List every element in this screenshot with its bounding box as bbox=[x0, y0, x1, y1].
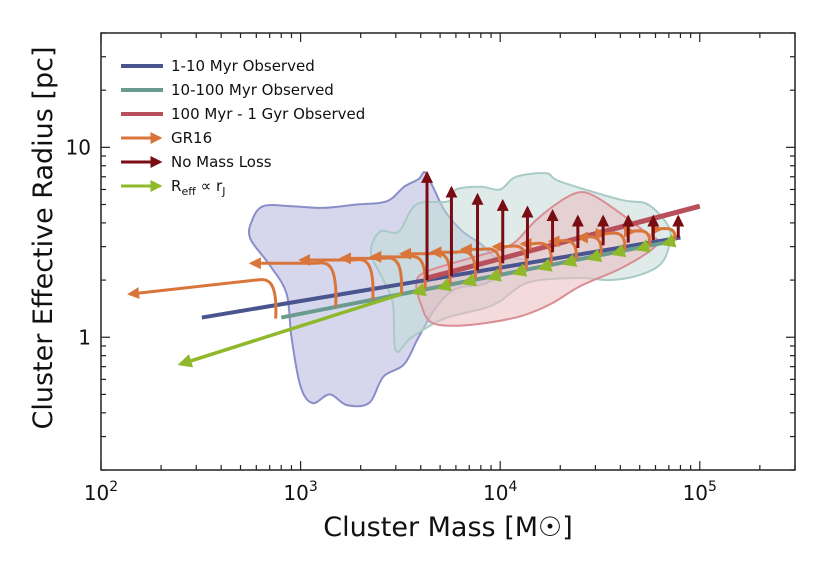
reff-rj-arrow bbox=[411, 282, 427, 297]
reff-rj-arrow bbox=[436, 277, 453, 292]
gr16-track bbox=[491, 240, 528, 270]
x-axis-label: Cluster Mass [M☉] bbox=[323, 512, 573, 543]
reff-rj-arrow bbox=[177, 292, 402, 368]
reff-rj-arrow bbox=[486, 268, 502, 282]
legend-item-0: 1-10 Myr Observed bbox=[121, 57, 315, 75]
x-tick-label: 103 bbox=[283, 479, 317, 505]
reff-rj-arrow bbox=[610, 243, 627, 258]
legend-label: 10-100 Myr Observed bbox=[171, 81, 334, 99]
no-mass-loss-arrows bbox=[421, 170, 685, 281]
plot-frame bbox=[100, 32, 796, 471]
axes bbox=[100, 32, 796, 471]
x-tick-label: 102 bbox=[84, 479, 118, 505]
x-tick-label: 104 bbox=[483, 479, 517, 505]
gr16-track bbox=[298, 254, 375, 300]
gr16-track bbox=[519, 237, 553, 265]
legend-item-5: Reff ∝ rJ bbox=[121, 177, 225, 198]
reff-rj-arrow bbox=[661, 234, 677, 248]
reff-rj-arrow bbox=[461, 273, 477, 287]
x-axis-label-main: Cluster Mass [M☉] bbox=[323, 512, 573, 543]
y-tick-label: 1 bbox=[78, 325, 91, 349]
legend-label: Reff ∝ rJ bbox=[171, 177, 225, 198]
legend-label: No Mass Loss bbox=[171, 153, 272, 171]
reff-rj-arrow bbox=[586, 248, 603, 263]
reff-rj-arrow bbox=[537, 258, 553, 272]
legend: 1-10 Myr Observed 10-100 Myr Observed 100 … bbox=[121, 57, 365, 198]
legend-label: 100 Myr - 1 Gyr Observed bbox=[171, 105, 365, 123]
legend-item-4: No Mass Loss bbox=[121, 153, 272, 171]
reff-rj-arrows bbox=[177, 234, 677, 368]
reff-rj-arrow bbox=[511, 263, 528, 277]
legend-item-1: 10-100 Myr Observed bbox=[121, 81, 334, 99]
legend-item-3: GR16 bbox=[121, 129, 212, 147]
y-axis-label: Cluster Effective Radius [pc] bbox=[28, 47, 59, 430]
x-tick-label: 105 bbox=[683, 479, 717, 505]
legend-label: 1-10 Myr Observed bbox=[171, 57, 315, 75]
legend-label: GR16 bbox=[171, 129, 212, 147]
reff-rj-arrow bbox=[635, 239, 651, 253]
gr16-track bbox=[248, 257, 338, 307]
reff-rj-arrow bbox=[561, 253, 578, 267]
observed-regions bbox=[247, 171, 672, 408]
legend-item-2: 100 Myr - 1 Gyr Observed bbox=[121, 105, 365, 123]
y-tick-label: 10 bbox=[66, 135, 91, 159]
gr16-track bbox=[127, 278, 278, 319]
tick-labels: 102 103 104 105 1 10 bbox=[66, 135, 717, 505]
